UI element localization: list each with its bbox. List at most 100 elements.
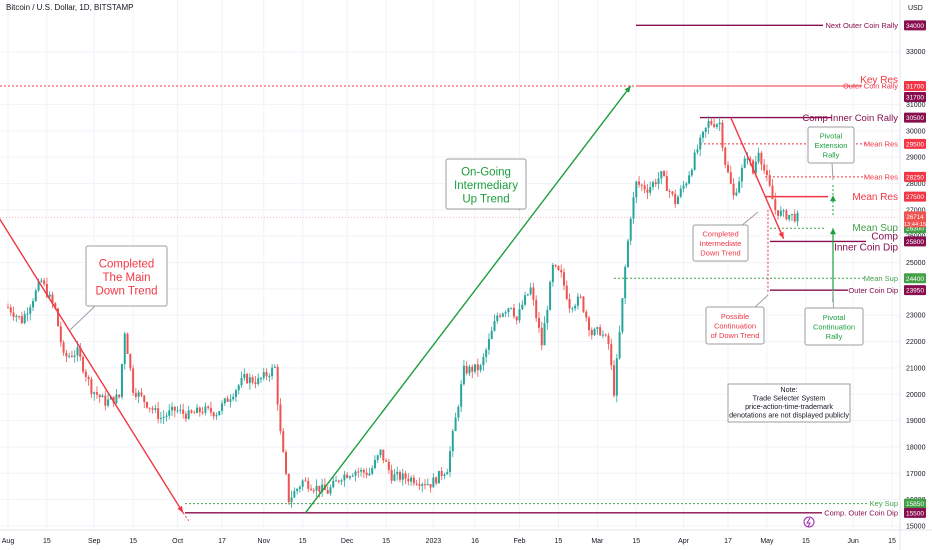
candle	[165, 415, 168, 417]
candle	[340, 480, 343, 482]
candle	[134, 392, 137, 397]
candle	[259, 378, 262, 380]
candle	[551, 264, 554, 283]
callout-text: Continuation	[813, 322, 855, 331]
candle	[432, 477, 435, 488]
candle	[604, 334, 607, 336]
candle	[768, 175, 771, 186]
candle	[421, 484, 424, 486]
callout-text: Intermediate	[700, 239, 742, 248]
candle	[318, 485, 321, 492]
candle	[204, 406, 207, 413]
candle	[254, 382, 257, 384]
callout-text: Down Trend	[95, 285, 157, 297]
candle	[382, 449, 385, 461]
candle	[68, 355, 71, 357]
candle	[476, 364, 479, 371]
y-tick-label: 21000	[906, 365, 926, 372]
candle	[59, 326, 62, 343]
candle	[12, 312, 15, 317]
candle	[73, 355, 76, 357]
candle	[671, 191, 674, 195]
candle	[15, 316, 18, 318]
candle	[201, 412, 204, 414]
candle	[460, 384, 463, 407]
candle	[440, 470, 443, 477]
note-text: Note:	[780, 385, 797, 394]
x-tick-label: Dec	[341, 538, 354, 545]
y-tick-label: 20000	[906, 392, 926, 399]
candle	[465, 365, 468, 374]
candle	[51, 294, 54, 304]
candle	[171, 406, 174, 411]
candle	[496, 315, 499, 322]
candle	[45, 284, 48, 297]
candle	[777, 210, 780, 216]
candle	[237, 385, 240, 391]
candle	[368, 473, 371, 476]
x-tick-label: Apr	[678, 538, 690, 545]
candle	[40, 280, 43, 282]
candle	[682, 185, 685, 189]
chart-controls[interactable]	[803, 516, 815, 528]
candle	[518, 309, 521, 321]
lightning-icon[interactable]	[803, 516, 815, 528]
candle	[599, 327, 602, 336]
candle	[615, 358, 618, 396]
candle	[713, 124, 716, 127]
x-axis[interactable]: Aug 15 Sep 15 Oct 17 Nov 15 Dec 15 2023 16 Feb 15 Mar 1…	[0, 529, 932, 545]
y-tick-label: 27000	[906, 207, 926, 214]
candle	[757, 152, 760, 162]
y-tick-label: 25000	[906, 260, 926, 267]
candle	[579, 296, 582, 298]
candle	[273, 366, 276, 368]
callout-text: Rally	[826, 332, 843, 341]
candle	[218, 410, 221, 416]
y-tick-label: 23000	[906, 313, 926, 320]
y-tick-label: 33000	[906, 49, 926, 56]
level-label: Outer Coin Dip	[848, 286, 898, 295]
candle	[168, 410, 171, 416]
candle	[621, 298, 624, 332]
candle	[48, 294, 51, 297]
candle	[129, 353, 132, 369]
price-tag	[904, 171, 926, 182]
candle	[665, 176, 668, 191]
candle	[676, 196, 679, 204]
callout-frame	[445, 158, 527, 210]
candle	[104, 395, 107, 406]
candle	[618, 331, 621, 359]
x-tick-label: 17	[218, 538, 226, 545]
candle	[34, 290, 37, 301]
candle	[262, 372, 265, 379]
price-tag	[904, 20, 926, 31]
y-tick-label: 28000	[906, 181, 926, 188]
trend-arrowhead	[778, 231, 784, 239]
candle	[351, 475, 354, 477]
candle	[179, 409, 182, 411]
candle	[301, 480, 304, 487]
candle	[98, 394, 101, 398]
callout-text: The Main	[103, 272, 151, 284]
candle	[70, 355, 73, 357]
level-label-line: Inner Coin Dip	[834, 242, 898, 253]
candle	[771, 185, 774, 200]
candle	[557, 266, 560, 271]
candle	[354, 471, 357, 476]
x-tick-label: 16	[471, 538, 479, 545]
y-axis[interactable]: 1500016000170001800019000200002100022000…	[899, 0, 926, 550]
candle	[20, 316, 23, 324]
candle	[290, 497, 293, 503]
candle	[257, 378, 260, 384]
price-tag-label: 24400	[906, 276, 924, 283]
candle	[123, 333, 126, 365]
candle	[307, 480, 310, 489]
level-label: Mean Res	[864, 140, 898, 149]
candle	[529, 287, 532, 295]
candle	[760, 152, 763, 165]
candle	[610, 344, 613, 366]
note-box: Note:Trade Selecter Systemprice-action-t…	[727, 383, 851, 423]
